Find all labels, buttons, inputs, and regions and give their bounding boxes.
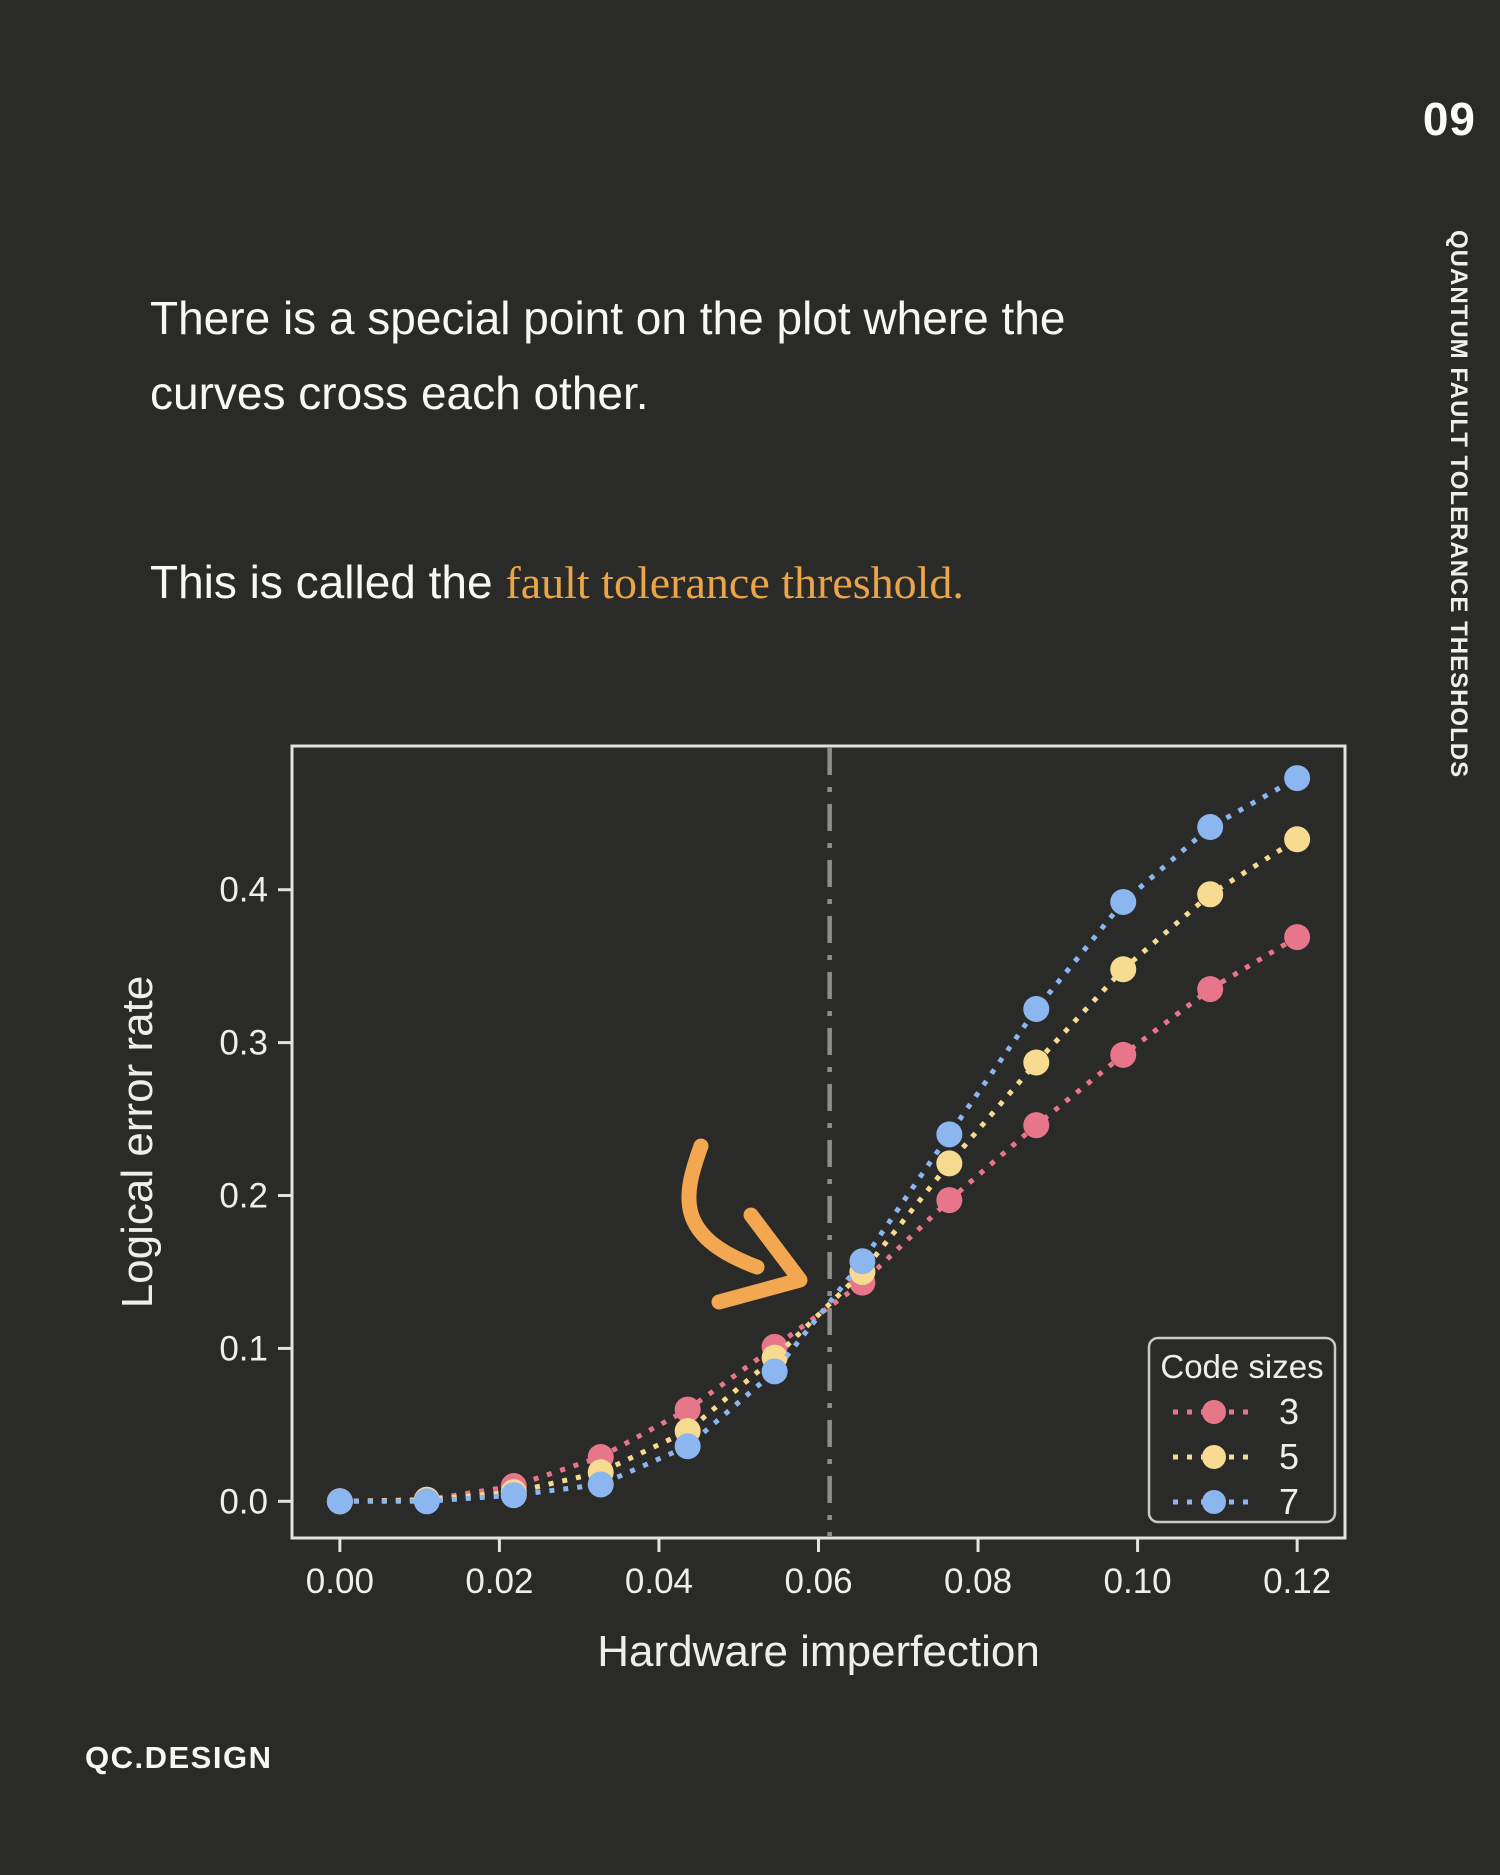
series-line-5 <box>339 837 1299 1504</box>
x-tick-label: 0.08 <box>944 1562 1012 1601</box>
x-tick-label: 0.00 <box>306 1562 374 1601</box>
series-point-3 <box>674 1396 701 1423</box>
y-tick-label: 0.4 <box>219 871 268 910</box>
paragraph-intro-line-2: curves cross each other. <box>150 367 649 419</box>
paragraph-intro: There is a special point on the plot whe… <box>150 281 1065 431</box>
y-tick-label: 0.1 <box>219 1329 268 1368</box>
x-tick-label: 0.04 <box>625 1562 693 1601</box>
series-point-7 <box>1284 765 1311 792</box>
y-tick-label: 0.3 <box>219 1024 268 1063</box>
paragraph-threshold: This is called the fault tolerance thres… <box>150 545 964 620</box>
paragraph-threshold-prefix: This is called the <box>150 556 506 608</box>
series-point-7 <box>674 1433 701 1460</box>
y-tick-label: 0.0 <box>219 1482 268 1521</box>
legend: Code sizes 357 <box>1147 1336 1337 1524</box>
series-7 <box>326 765 1311 1515</box>
threshold-arrow-head <box>711 1207 808 1310</box>
series-point-7 <box>936 1121 963 1148</box>
legend-title: Code sizes <box>1160 1348 1323 1385</box>
paragraph-threshold-highlight: fault tolerance threshold. <box>505 557 964 608</box>
legend-box <box>1147 1336 1337 1524</box>
series-point-3 <box>936 1187 963 1214</box>
x-tick-label: 0.06 <box>784 1562 852 1601</box>
series-point-7 <box>326 1488 353 1515</box>
series-point-7 <box>761 1358 788 1385</box>
legend-sample-point <box>1202 1445 1226 1469</box>
x-tick-label: 0.02 <box>465 1562 533 1601</box>
series-point-5 <box>1110 956 1137 983</box>
legend-entry-label: 7 <box>1279 1481 1299 1522</box>
series-point-5 <box>1197 881 1224 908</box>
x-axis: 0.00 0.02 0.04 0.06 0.08 0.10 0.12 <box>306 1538 1331 1601</box>
y-tick-label: 0.2 <box>219 1177 268 1216</box>
series-point-3 <box>1284 924 1311 951</box>
series-point-5 <box>936 1150 963 1177</box>
series-point-5 <box>1284 826 1311 853</box>
series-point-5 <box>1023 1049 1050 1076</box>
x-tick-label: 0.12 <box>1263 1562 1331 1601</box>
legend-entry-label: 3 <box>1279 1391 1299 1432</box>
x-axis-label: Hardware imperfection <box>597 1627 1040 1676</box>
legend-entry-label: 5 <box>1279 1436 1299 1477</box>
y-axis: 0.0 0.1 0.2 0.3 0.4 <box>219 871 292 1521</box>
threshold-arrow <box>681 1138 808 1310</box>
series-point-3 <box>1110 1041 1137 1068</box>
legend-sample-point <box>1202 1490 1226 1514</box>
series-point-3 <box>1023 1112 1050 1139</box>
paragraph-intro-line-1: There is a special point on the plot whe… <box>150 292 1066 344</box>
x-tick-label: 0.10 <box>1104 1562 1172 1601</box>
series-point-7 <box>500 1482 527 1509</box>
threshold-arrow-shaft <box>681 1138 765 1275</box>
series-point-7 <box>1197 814 1224 841</box>
y-axis-label: Logical error rate <box>113 976 162 1309</box>
series-point-3 <box>1197 976 1224 1003</box>
series-point-7 <box>587 1471 614 1498</box>
series-point-7 <box>1023 995 1050 1022</box>
legend-sample-point <box>1202 1400 1226 1424</box>
series-point-7 <box>1110 888 1137 915</box>
brand-footer: QC.DESIGN <box>85 1740 273 1775</box>
series-point-7 <box>413 1488 440 1515</box>
sidebar-vertical-title: QUANTUM FAULT TOLERANCE THESHOLDS <box>1445 230 1472 779</box>
page-number: 09 <box>1422 93 1476 145</box>
series-point-7 <box>849 1248 876 1275</box>
